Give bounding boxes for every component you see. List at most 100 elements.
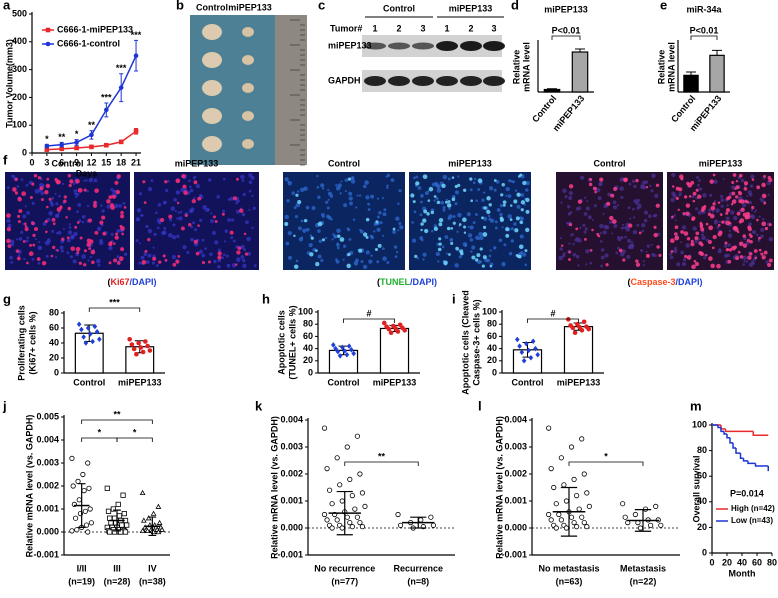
nucleus [11, 175, 16, 179]
stained-cell [742, 243, 748, 248]
nucleus [50, 202, 54, 207]
stained-cell [690, 239, 694, 243]
y-tick-label: -0.001 [501, 549, 527, 559]
nucleus [70, 234, 75, 239]
data-point [397, 522, 404, 528]
y-tick-label: 40 [697, 496, 707, 506]
nucleus [62, 228, 65, 231]
y-tick-label: 20 [697, 522, 707, 532]
nucleus [510, 239, 515, 243]
stained-cell [14, 191, 19, 195]
nucleus [442, 206, 446, 210]
nucleus [205, 207, 210, 213]
stained-cell [675, 196, 679, 200]
significance-label: *** [109, 297, 120, 307]
stained-cell [18, 209, 23, 214]
stained-cell [609, 215, 614, 221]
data-point [584, 524, 590, 530]
legend-label: Low (n=43) [731, 516, 773, 525]
nucleus [96, 258, 101, 264]
y-tick-label: 80 [487, 319, 497, 329]
data-point [349, 524, 355, 530]
stained-cell [26, 261, 29, 265]
nucleus [488, 186, 494, 191]
nucleus [386, 184, 389, 187]
stained-cell [719, 213, 723, 216]
stained-cell [731, 191, 736, 196]
nucleus [603, 204, 608, 209]
nucleus [632, 229, 638, 235]
nucleus [520, 251, 524, 255]
nucleus [316, 186, 320, 189]
nucleus [633, 184, 637, 189]
micrograph [409, 172, 531, 270]
nucleus [669, 255, 674, 260]
nucleus [145, 224, 149, 229]
nucleus [227, 198, 231, 201]
nucleus [295, 259, 299, 263]
nucleus [669, 252, 673, 256]
x-tick-sublabel: (n=19) [68, 576, 95, 586]
stained-cell [725, 220, 731, 226]
nucleus [367, 202, 371, 206]
stained-cell [55, 179, 60, 184]
data-point [139, 527, 146, 534]
data-point [359, 524, 366, 530]
stained-cell [347, 177, 352, 181]
nucleus [330, 217, 333, 221]
nucleus [153, 232, 157, 237]
nucleus [681, 262, 687, 267]
stained-cell [500, 193, 504, 197]
stained-cell [181, 174, 186, 179]
nucleus [55, 256, 58, 259]
data-point [329, 501, 335, 507]
data-point [83, 522, 90, 528]
stained-cell [180, 226, 185, 231]
stained-cell [516, 192, 521, 197]
data-point [129, 342, 135, 347]
nucleus [333, 234, 337, 239]
nucleus [225, 254, 229, 258]
nucleus [732, 215, 738, 221]
nucleus [245, 220, 249, 225]
nucleus [112, 189, 116, 194]
stained-cell [88, 247, 92, 251]
nucleus [241, 258, 246, 263]
nucleus [489, 249, 492, 252]
data-point [354, 514, 360, 520]
nucleus [382, 256, 387, 262]
stained-cell [433, 195, 437, 198]
nucleus [87, 259, 90, 262]
nucleus [168, 218, 173, 222]
data-point [74, 145, 79, 151]
nucleus [176, 217, 179, 220]
significance-label: ** [378, 451, 386, 461]
nucleus [456, 230, 459, 233]
stained-cell [675, 186, 680, 191]
stained-cell [738, 190, 741, 194]
data-point [70, 483, 76, 489]
stained-cell [237, 246, 242, 251]
stained-cell [482, 232, 488, 237]
nucleus [680, 241, 683, 244]
data-point [563, 498, 570, 504]
bar [543, 88, 561, 93]
nucleus [564, 196, 567, 199]
nucleus [193, 196, 196, 200]
stained-cell [457, 183, 461, 187]
data-point [553, 501, 559, 507]
stained-cell [505, 233, 510, 238]
stained-cell [377, 243, 382, 248]
stained-cell [482, 255, 487, 260]
data-point [107, 529, 113, 535]
nucleus [322, 215, 325, 219]
data-point [581, 471, 587, 477]
stained-cell [501, 183, 505, 187]
nucleus [422, 252, 427, 257]
x-tick-sublabel: (n=38) [139, 576, 166, 586]
stained-cell [159, 217, 165, 223]
nucleus [48, 211, 53, 216]
stained-cell [733, 245, 737, 249]
nucleus [57, 230, 62, 235]
nucleus [352, 218, 356, 221]
